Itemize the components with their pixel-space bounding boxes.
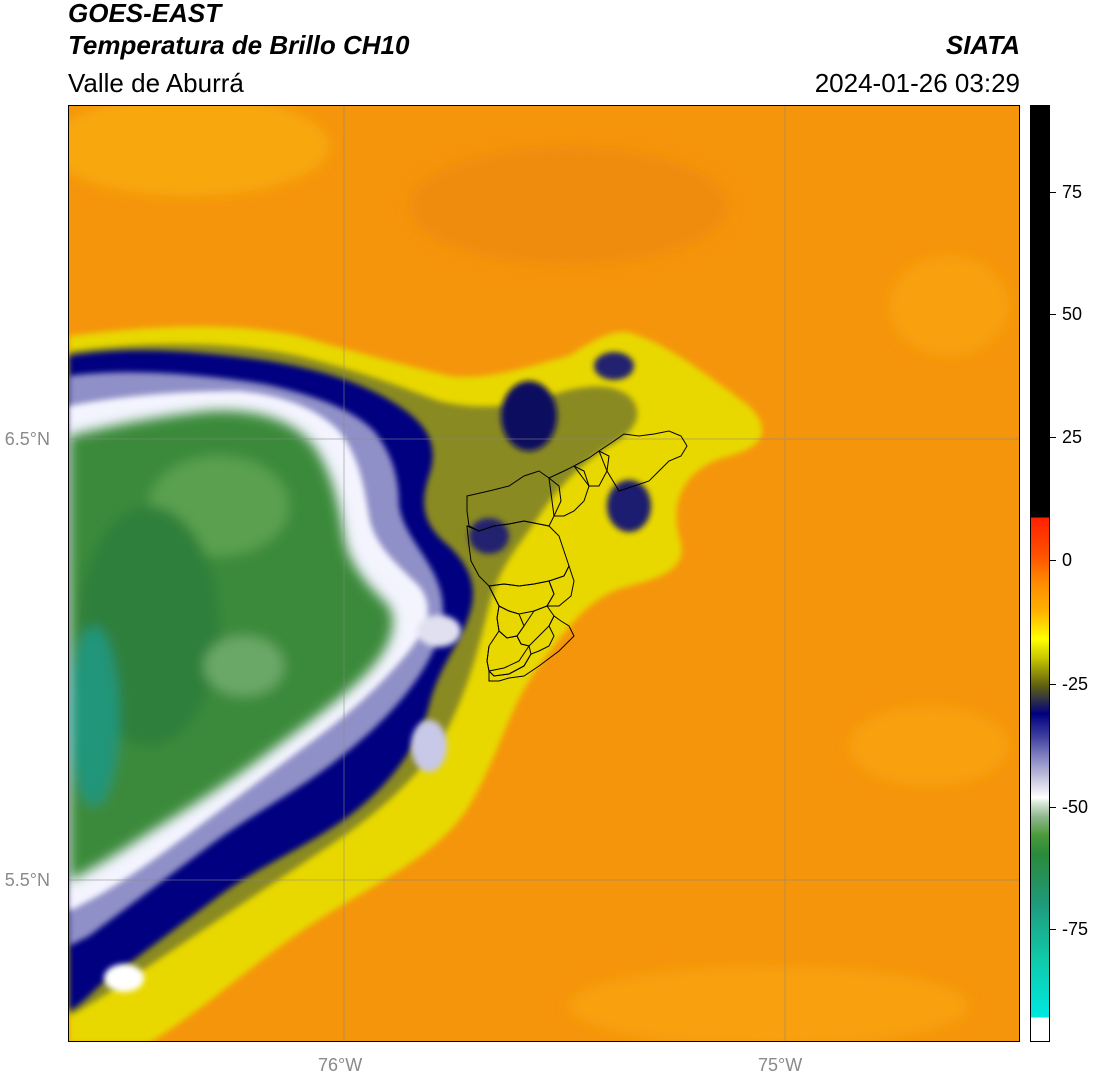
colorbar-tick-label: -25 — [1062, 674, 1089, 694]
brightness-temperature-map — [68, 105, 1020, 1042]
colorbar-tick-mark — [1050, 807, 1056, 808]
region-subtitle: Valle de Aburrá — [68, 68, 244, 98]
organization-label: SIATA — [945, 30, 1020, 60]
colorbar-tick-label: -50 — [1062, 797, 1089, 817]
map-gridlines — [69, 106, 1019, 1041]
colorbar-tick-label: 0 — [1062, 550, 1073, 570]
latitude-tick-label: 6.5°N — [4, 429, 50, 449]
longitude-tick-label: 76°W — [318, 1055, 363, 1075]
datetime-label: 2024-01-26 03:29 — [814, 68, 1020, 98]
colorbar-tick-label: 75 — [1062, 182, 1083, 202]
colorbar-tick-label: 50 — [1062, 304, 1083, 324]
colorbar-tick-mark — [1050, 560, 1056, 561]
temperature-colorbar — [1030, 105, 1050, 1042]
colorbar-tick-label: 25 — [1062, 427, 1083, 447]
colorbar-tick-mark — [1050, 192, 1056, 193]
colorbar-tick-mark — [1050, 684, 1056, 685]
longitude-tick-label: 75°W — [758, 1055, 803, 1075]
municipality-boundaries — [466, 430, 688, 682]
cloud-green-core — [69, 410, 393, 881]
colorbar-tick-mark — [1050, 314, 1056, 315]
satellite-title: GOES-EAST — [68, 0, 222, 28]
colorbar-tick-mark — [1050, 437, 1056, 438]
colorbar-tick-label: -75 — [1062, 919, 1089, 939]
latitude-tick-label: 5.5°N — [4, 870, 50, 890]
product-title: Temperatura de Brillo CH10 — [68, 30, 410, 60]
colorbar-tick-mark — [1050, 929, 1056, 930]
